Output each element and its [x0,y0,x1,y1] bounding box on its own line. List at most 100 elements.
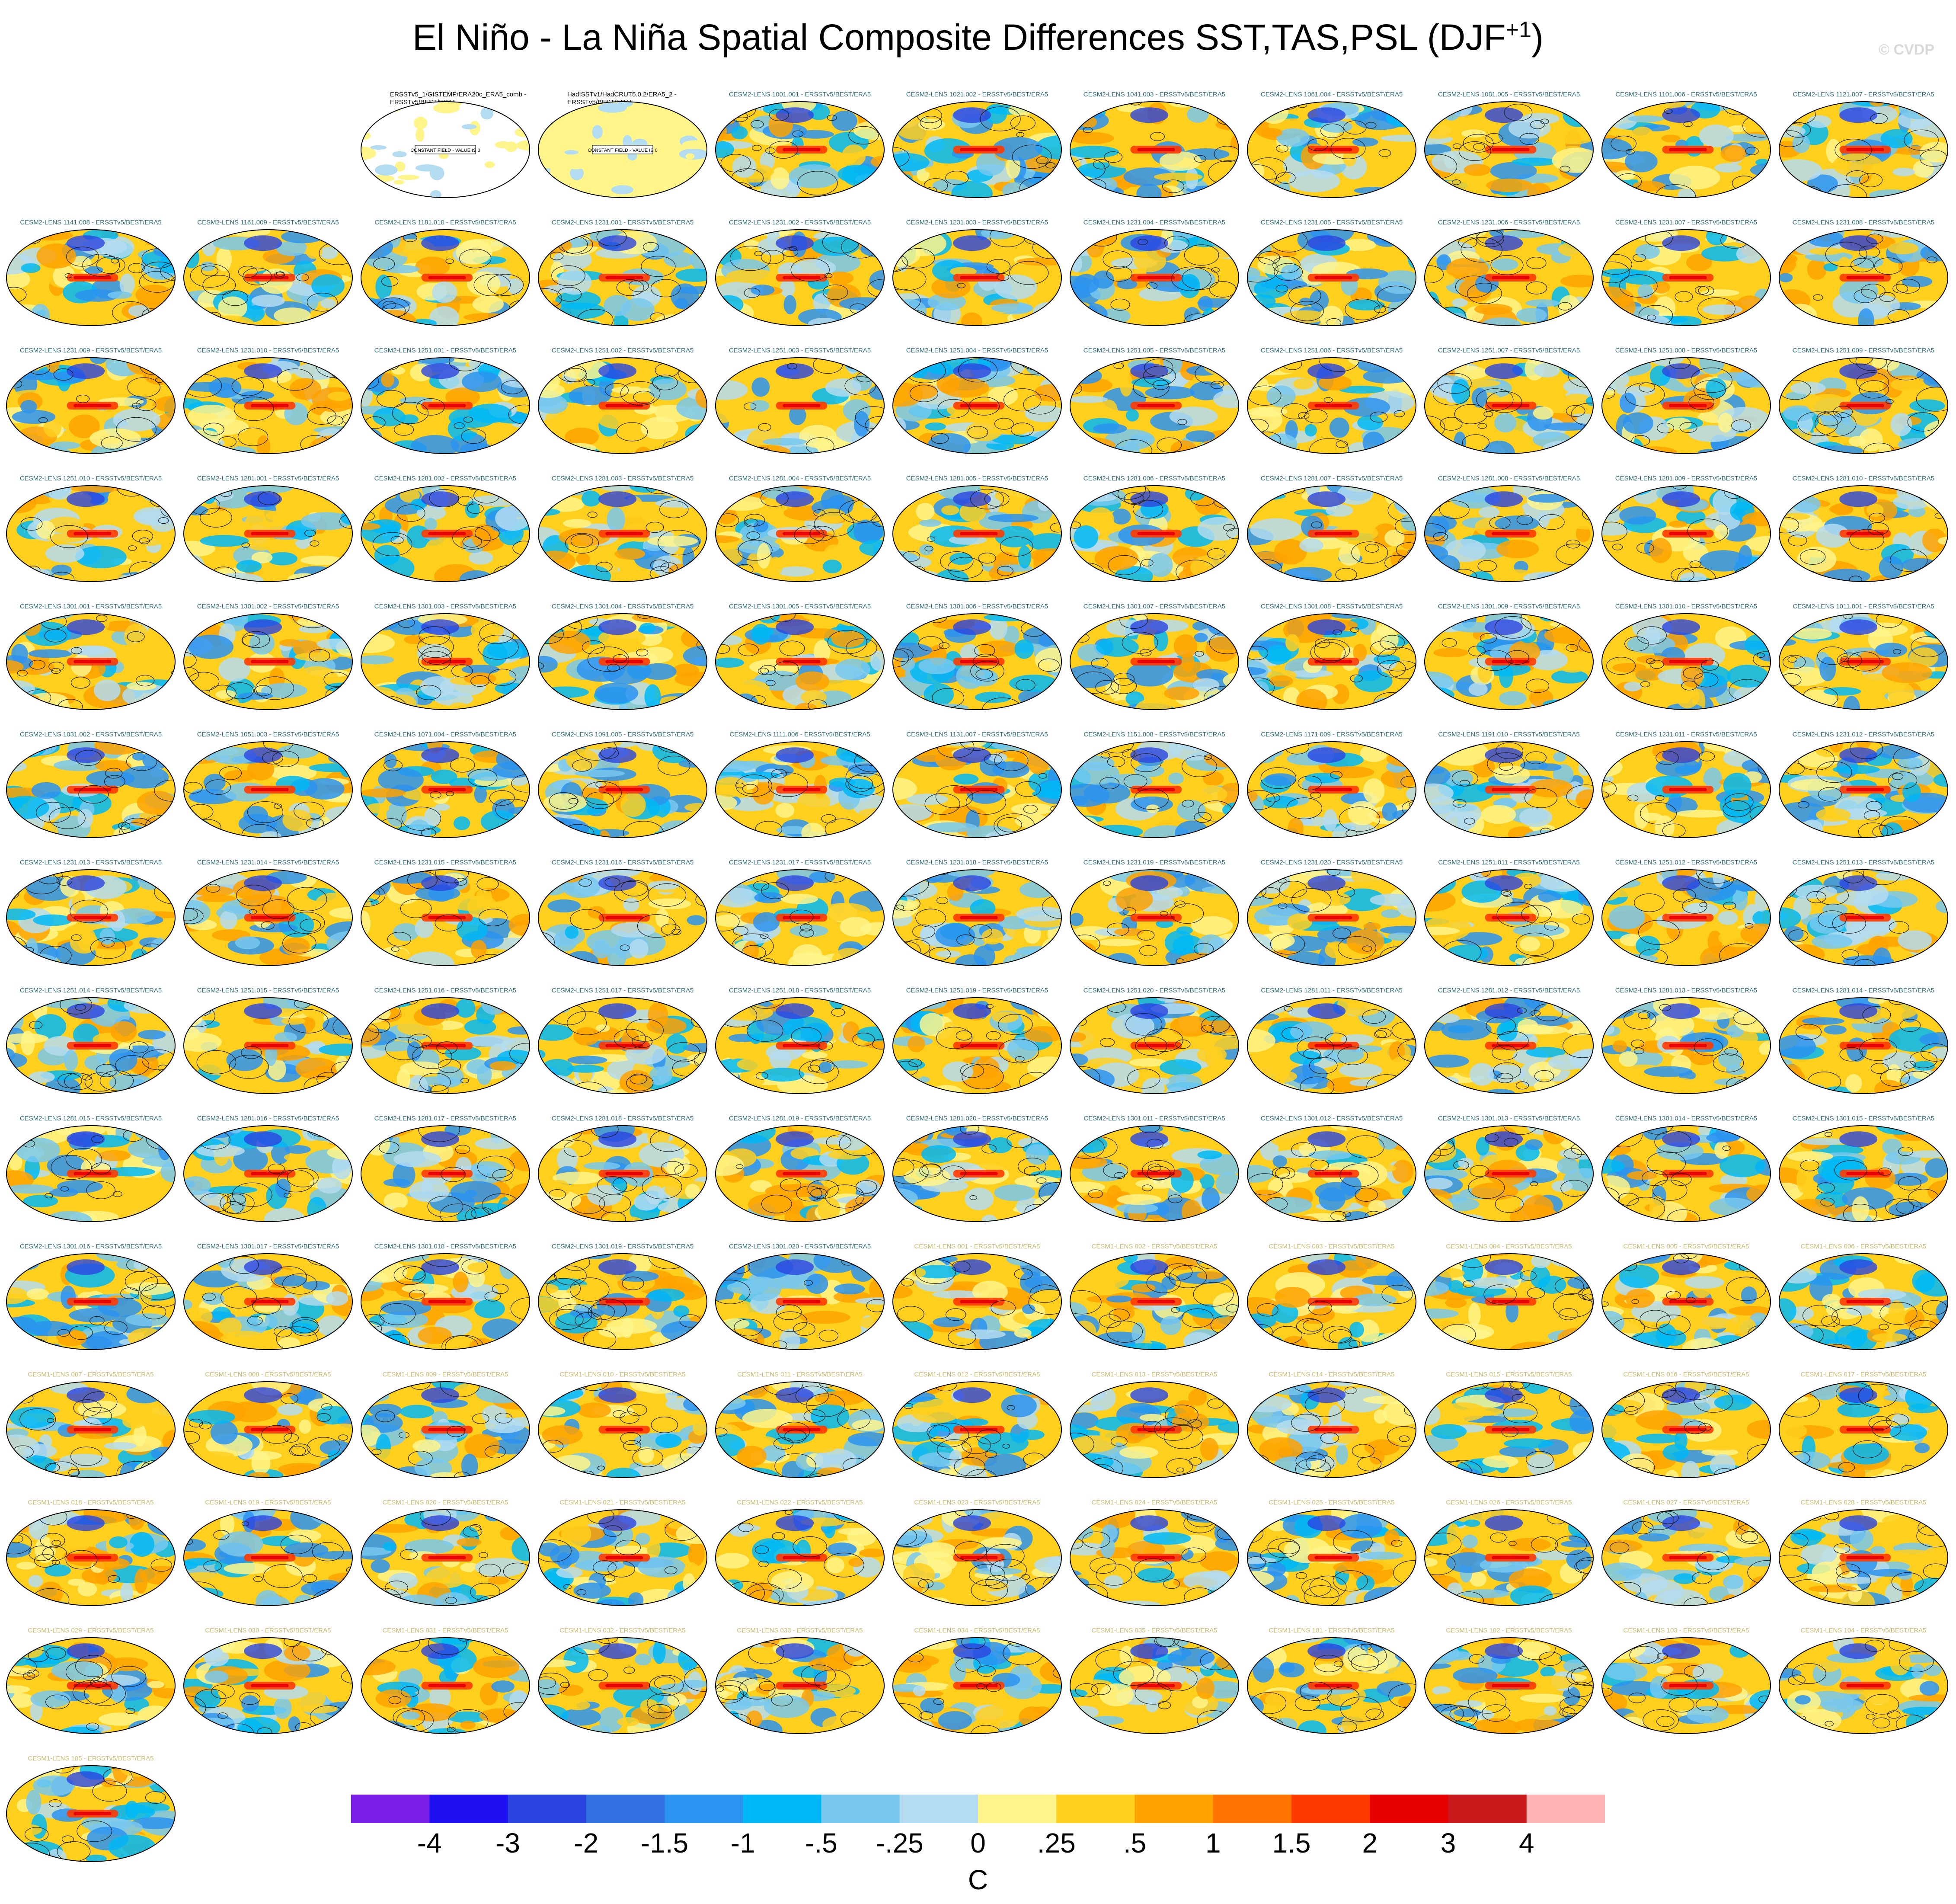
colorbar-tick-label: 3 [1440,1827,1456,1859]
panel-label: CESM2-LENS 1161.009 - ERSSTv5/BEST/ERA5 [197,219,339,226]
map-panel: CESM1-LENS 026 - ERSSTv5/BEST/ERA5 [1423,1499,1595,1608]
map-panel: CESM2-LENS 1301.003 - ERSSTv5/BEST/ERA5 [360,603,531,712]
world-map [1601,997,1771,1094]
map-panel: CESM1-LENS 017 - ERSSTv5/BEST/ERA5 [1778,1371,1949,1480]
map-panel: CESM1-LENS 102 - ERSSTv5/BEST/ERA5 [1423,1627,1595,1736]
world-map [538,485,707,582]
map-panel: CESM2-LENS 1031.002 - ERSSTv5/BEST/ERA5 [5,731,176,840]
world-map: CONSTANT FIELD - VALUE IS 0 [361,101,530,198]
map-panel: CESM2-LENS 1011.001 - ERSSTv5/BEST/ERA5 [1778,603,1949,712]
panel-label: CESM2-LENS 1181.010 - ERSSTv5/BEST/ERA5 [374,219,516,226]
world-map [1424,613,1594,710]
panel-grid: ERSSTv5_1/GISTEMP/ERA20c_ERA5_comb - ERS… [5,91,1949,1862]
world-map [538,613,707,710]
panel-label: CESM1-LENS 007 - ERSSTv5/BEST/ERA5 [28,1371,154,1378]
world-map [6,1125,176,1222]
colorbar-box [1370,1795,1448,1823]
map-panel: CESM1-LENS 028 - ERSSTv5/BEST/ERA5 [1778,1499,1949,1608]
panel-label: CESM2-LENS 1281.011 - ERSSTv5/BEST/ERA5 [1261,987,1403,994]
world-map [538,1381,707,1478]
panel-label: CESM1-LENS 101 - ERSSTv5/BEST/ERA5 [1269,1627,1395,1634]
world-map [1247,1509,1416,1606]
map-panel: CESM2-LENS 1251.011 - ERSSTv5/BEST/ERA5 [1423,859,1595,968]
panel-label: CESM2-LENS 1151.008 - ERSSTv5/BEST/ERA5 [1083,731,1225,738]
world-map [6,229,176,326]
map-panel: CESM1-LENS 013 - ERSSTv5/BEST/ERA5 [1069,1371,1240,1480]
colorbar-tick-label: 1 [1205,1827,1221,1859]
map-panel: CESM2-LENS 1301.001 - ERSSTv5/BEST/ERA5 [5,603,176,712]
colorbar-tick-label: -3 [495,1827,520,1859]
map-panel: CESM2-LENS 1281.002 - ERSSTv5/BEST/ERA5 [360,475,531,584]
panel-label: CESM1-LENS 011 - ERSSTv5/BEST/ERA5 [737,1371,863,1378]
map-panel: CESM1-LENS 016 - ERSSTv5/BEST/ERA5 [1601,1371,1772,1480]
panel-label: CESM2-LENS 1051.003 - ERSSTv5/BEST/ERA5 [197,731,339,738]
map-panel: CESM2-LENS 1281.018 - ERSSTv5/BEST/ERA5 [537,1115,708,1224]
map-panel: CESM2-LENS 1101.006 - ERSSTv5/BEST/ERA5 [1601,91,1772,200]
map-panel: CESM2-LENS 1281.008 - ERSSTv5/BEST/ERA5 [1423,475,1595,584]
world-map [892,741,1062,838]
panel-label: CESM2-LENS 1281.010 - ERSSTv5/BEST/ERA5 [1792,475,1935,482]
panel-label: CESM1-LENS 018 - ERSSTv5/BEST/ERA5 [28,1499,154,1506]
panel-label: CESM2-LENS 1061.004 - ERSSTv5/BEST/ERA5 [1260,91,1403,98]
world-map [1779,613,1948,710]
world-map [1247,485,1416,582]
world-map [361,1637,530,1734]
colorbar-box [665,1795,743,1823]
panel-label: CESM1-LENS 009 - ERSSTv5/BEST/ERA5 [382,1371,508,1378]
map-panel: CESM2-LENS 1231.011 - ERSSTv5/BEST/ERA5 [1601,731,1772,840]
panel-label: CESM2-LENS 1301.007 - ERSSTv5/BEST/ERA5 [1083,603,1226,610]
map-panel: CESM1-LENS 019 - ERSSTv5/BEST/ERA5 [182,1499,354,1608]
world-map [1424,1509,1594,1606]
map-panel: CESM1-LENS 029 - ERSSTv5/BEST/ERA5 [5,1627,176,1736]
map-panel: CESM1-LENS 035 - ERSSTv5/BEST/ERA5 [1069,1627,1240,1736]
panel-label: CESM1-LENS 001 - ERSSTv5/BEST/ERA5 [914,1243,1040,1250]
world-map [183,357,353,454]
panel-label: CESM2-LENS 1031.002 - ERSSTv5/BEST/ERA5 [19,731,162,738]
map-panel: CESM2-LENS 1301.015 - ERSSTv5/BEST/ERA5 [1778,1115,1949,1224]
world-map [1424,357,1594,454]
map-panel: CESM2-LENS 1001.001 - ERSSTv5/BEST/ERA5 [714,91,885,200]
map-panel: CESM2-LENS 1281.020 - ERSSTv5/BEST/ERA5 [892,1115,1063,1224]
map-panel: CESM2-LENS 1231.016 - ERSSTv5/BEST/ERA5 [537,859,708,968]
panel-label: CESM1-LENS 006 - ERSSTv5/BEST/ERA5 [1800,1243,1927,1250]
map-panel: CESM2-LENS 1071.004 - ERSSTv5/BEST/ERA5 [360,731,531,840]
map-panel: CESM2-LENS 1281.010 - ERSSTv5/BEST/ERA5 [1778,475,1949,584]
map-panel: CESM1-LENS 010 - ERSSTv5/BEST/ERA5 [537,1371,708,1480]
world-map [6,1381,176,1478]
panel-label: CESM2-LENS 1251.018 - ERSSTv5/BEST/ERA5 [729,987,871,994]
world-map [183,741,353,838]
world-map [361,869,530,966]
world-map [715,357,885,454]
panel-label: CESM2-LENS 1111.006 - ERSSTv5/BEST/ERA5 [729,731,870,738]
map-panel: CESM2-LENS 1251.016 - ERSSTv5/BEST/ERA5 [360,987,531,1096]
panel-label: CESM2-LENS 1231.016 - ERSSTv5/BEST/ERA5 [551,859,694,866]
world-map [892,101,1062,198]
map-panel: CESM2-LENS 1251.010 - ERSSTv5/BEST/ERA5 [5,475,176,584]
map-panel: CESM2-LENS 1231.017 - ERSSTv5/BEST/ERA5 [714,859,885,968]
map-panel: CESM2-LENS 1251.019 - ERSSTv5/BEST/ERA5 [892,987,1063,1096]
colorbar-box [429,1795,508,1823]
panel-label: CESM2-LENS 1281.002 - ERSSTv5/BEST/ERA5 [374,475,517,482]
panel-label: CESM2-LENS 1231.001 - ERSSTv5/BEST/ERA5 [551,219,694,226]
world-map [715,1637,885,1734]
colorbar-box [1135,1795,1214,1823]
map-panel: CESM2-LENS 1231.018 - ERSSTv5/BEST/ERA5 [892,859,1063,968]
map-panel: CESM2-LENS 1231.006 - ERSSTv5/BEST/ERA5 [1423,219,1595,328]
map-panel: CESM2-LENS 1081.005 - ERSSTv5/BEST/ERA5 [1423,91,1595,200]
world-map [6,613,176,710]
world-map [1070,997,1239,1094]
panel-label: CESM1-LENS 102 - ERSSTv5/BEST/ERA5 [1446,1627,1572,1634]
colorbar-box [1291,1795,1370,1823]
panel-label: CESM2-LENS 1301.003 - ERSSTv5/BEST/ERA5 [374,603,517,610]
panel-label: CESM1-LENS 021 - ERSSTv5/BEST/ERA5 [559,1499,686,1506]
world-map [1601,1125,1771,1222]
panel-label: CESM2-LENS 1231.011 - ERSSTv5/BEST/ERA5 [1615,731,1757,738]
map-panel: CESM2-LENS 1251.013 - ERSSTv5/BEST/ERA5 [1778,859,1949,968]
panel-label: CESM2-LENS 1041.003 - ERSSTv5/BEST/ERA5 [1083,91,1226,98]
map-panel: CESM2-LENS 1281.005 - ERSSTv5/BEST/ERA5 [892,475,1063,584]
world-map [183,1381,353,1478]
map-panel: CESM2-LENS 1231.019 - ERSSTv5/BEST/ERA5 [1069,859,1240,968]
world-map [6,741,176,838]
world-map [1247,1125,1416,1222]
panel-label: CESM1-LENS 033 - ERSSTv5/BEST/ERA5 [737,1627,863,1634]
